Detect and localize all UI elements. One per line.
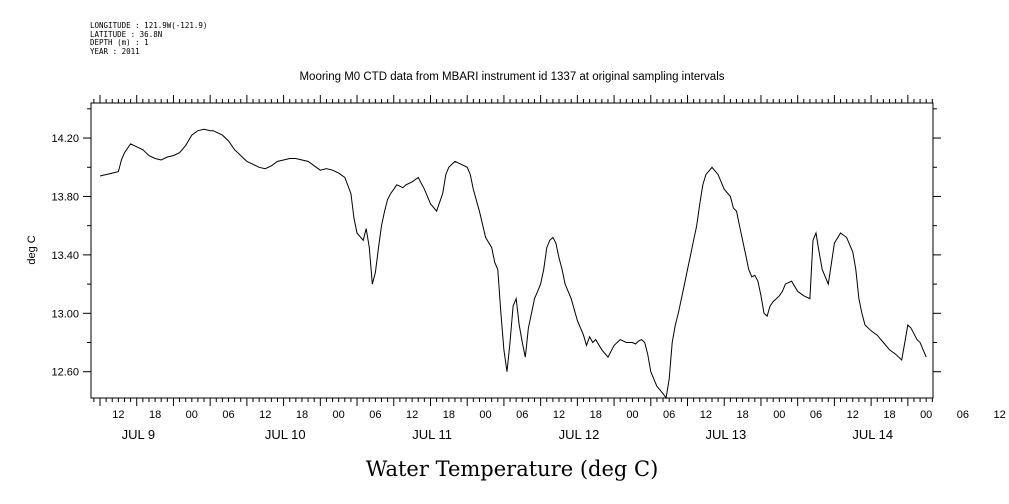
date-label: JUL 14 xyxy=(852,427,893,442)
x-tick-label: 12 xyxy=(994,409,1006,421)
y-axis-label: deg C xyxy=(26,235,38,264)
x-tick-label: 12 xyxy=(406,409,418,421)
x-tick-label: 00 xyxy=(333,409,345,421)
chart-title: Mooring M0 CTD data from MBARI instrumen… xyxy=(299,71,724,83)
x-tick-label: 18 xyxy=(149,409,161,421)
x-tick-label: 18 xyxy=(296,409,308,421)
date-label: JUL 10 xyxy=(265,427,306,442)
x-tick-label: 00 xyxy=(773,409,785,421)
x-tick-label: 00 xyxy=(186,409,198,421)
x-tick-label: 12 xyxy=(847,409,859,421)
x-tick-label: 12 xyxy=(553,409,565,421)
y-tick-label: 12.60 xyxy=(51,367,79,379)
y-tick-label: 13.00 xyxy=(51,308,79,320)
x-tick-label: 06 xyxy=(516,409,528,421)
series-line xyxy=(99,128,927,400)
year-label: YEAR : 2011 xyxy=(90,46,140,56)
x-tick-label: 06 xyxy=(222,409,234,421)
x-tick-label: 18 xyxy=(883,409,895,421)
x-tick-label: 18 xyxy=(443,409,455,421)
x-tick-label: 06 xyxy=(369,409,381,421)
x-tick-label: 12 xyxy=(700,409,712,421)
x-tick-label: 00 xyxy=(920,409,932,421)
metadata-block: LONGITUDE : 121.9W(-121.9) LATITUDE : 36… xyxy=(90,21,208,56)
x-tick-label: 00 xyxy=(479,409,491,421)
x-tick-label: 12 xyxy=(112,409,124,421)
x-axis-label: Water Temperature (deg C) xyxy=(366,457,659,481)
x-tick-label: 18 xyxy=(736,409,748,421)
plot-frame xyxy=(90,102,934,399)
y-tick-label: 14.20 xyxy=(51,133,79,145)
date-label: JUL 12 xyxy=(559,427,600,442)
depth-label: DEPTH (m) : 1 xyxy=(90,38,149,47)
x-tick-label: 00 xyxy=(626,409,638,421)
latitude-label: LATITUDE : 36.8N xyxy=(90,29,163,39)
x-tick-label: 06 xyxy=(810,409,822,421)
date-label: JUL 11 xyxy=(412,427,452,442)
x-tick-label: 06 xyxy=(957,409,969,421)
x-tick-label: 18 xyxy=(590,409,602,421)
y-tick-label: 13.40 xyxy=(51,250,79,262)
x-tick-label: 12 xyxy=(259,409,271,421)
date-label: JUL 9 xyxy=(122,427,155,442)
longitude-label: LONGITUDE : 121.9W(-121.9) xyxy=(90,21,208,30)
date-label: JUL 13 xyxy=(706,427,747,442)
y-tick-label: 13.80 xyxy=(51,191,79,203)
x-tick-label: 06 xyxy=(663,409,675,421)
